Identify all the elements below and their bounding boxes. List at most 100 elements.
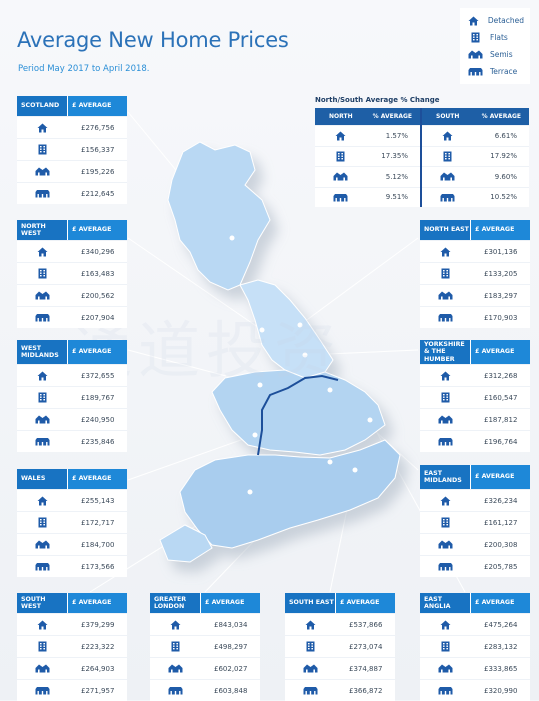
semis-icon-cell bbox=[150, 658, 200, 679]
region-table-north-east: NORTH EAST £ AVERAGE £301,136 £133,205 £183,… bbox=[420, 220, 530, 328]
north-row: 5.12% bbox=[315, 166, 420, 187]
price-row: £240,950 bbox=[17, 408, 127, 430]
flats-icon bbox=[336, 151, 345, 162]
price-row: £333,865 bbox=[420, 657, 530, 679]
price-value: £205,785 bbox=[484, 562, 518, 571]
legend: Detached Flats Semis Terrace bbox=[460, 8, 530, 84]
price-value: £283,132 bbox=[484, 642, 518, 651]
north-value: 5.12% bbox=[385, 172, 408, 181]
semis-icon bbox=[35, 291, 50, 300]
legend-item: Flats bbox=[466, 29, 524, 46]
south-value: 10.52% bbox=[490, 193, 517, 202]
detached-icon-cell bbox=[17, 490, 67, 511]
price-value: £240,950 bbox=[81, 415, 115, 424]
price-row: £189,767 bbox=[17, 386, 127, 408]
price-value: £156,337 bbox=[81, 145, 115, 154]
flats-icon bbox=[441, 641, 450, 652]
legend-item: Semis bbox=[466, 46, 524, 63]
average-label: £ AVERAGE bbox=[200, 593, 260, 613]
detached-icon bbox=[37, 620, 48, 630]
region-table-west-midlands: WEST MIDLANDS £ AVERAGE £372,655 £189,767 £2… bbox=[17, 340, 127, 452]
detached-icon bbox=[37, 371, 48, 381]
north-row: 1.57% bbox=[315, 125, 420, 146]
price-row: £537,866 bbox=[285, 613, 395, 635]
price-row: £133,205 bbox=[420, 262, 530, 284]
detached-icon-cell bbox=[17, 365, 67, 386]
price-row: £276,756 bbox=[17, 116, 127, 138]
detached-icon bbox=[440, 247, 451, 257]
flats-icon-cell bbox=[420, 387, 470, 408]
region-table-north-west: NORTH WEST £ AVERAGE £340,296 £163,483 £200,… bbox=[17, 220, 127, 328]
south-row: 17.92% bbox=[422, 145, 529, 166]
semis-icon bbox=[438, 664, 453, 673]
price-row: £223,322 bbox=[17, 635, 127, 657]
price-value: £537,866 bbox=[349, 620, 383, 629]
price-row: £603,848 bbox=[150, 679, 260, 701]
semis-icon-cell bbox=[420, 658, 470, 679]
flats-icon-cell bbox=[315, 147, 365, 167]
price-value: £196,764 bbox=[484, 437, 518, 446]
terrace-icon bbox=[438, 562, 453, 571]
terrace-icon-cell bbox=[17, 556, 67, 577]
flats-icon bbox=[38, 641, 47, 652]
price-value: £223,322 bbox=[81, 642, 115, 651]
average-label: £ AVERAGE bbox=[67, 340, 127, 364]
region-table-greater-london: GREATER LONDON £ AVERAGE £843,034 £498,297 £… bbox=[150, 593, 260, 701]
average-label: £ AVERAGE bbox=[67, 593, 127, 613]
flats-icon-cell bbox=[420, 263, 470, 284]
price-row: £184,700 bbox=[17, 533, 127, 555]
detached-icon-cell bbox=[150, 614, 200, 635]
price-value: £498,297 bbox=[214, 642, 248, 651]
terrace-icon bbox=[35, 313, 50, 322]
north-row: 17.35% bbox=[315, 145, 420, 167]
price-value: £374,887 bbox=[349, 664, 383, 673]
terrace-icon-cell bbox=[17, 431, 67, 452]
price-value: £183,297 bbox=[484, 291, 518, 300]
price-row: £183,297 bbox=[420, 284, 530, 306]
terrace-icon-cell bbox=[17, 183, 67, 204]
price-value: £170,903 bbox=[484, 313, 518, 322]
price-value: £333,865 bbox=[484, 664, 518, 673]
price-value: £475,264 bbox=[484, 620, 518, 629]
terrace-icon-cell bbox=[420, 680, 470, 701]
detached-icon-cell bbox=[422, 126, 472, 146]
flats-icon bbox=[441, 517, 450, 528]
semis-icon bbox=[35, 664, 50, 673]
terrace-icon-cell bbox=[17, 680, 67, 701]
terrace-icon bbox=[168, 686, 183, 695]
flats-icon bbox=[38, 268, 47, 279]
price-row: £187,812 bbox=[420, 408, 530, 430]
semis-icon-cell bbox=[285, 658, 335, 679]
price-value: £212,645 bbox=[81, 189, 115, 198]
region-name: YORKSHIRE & THE HUMBER bbox=[420, 340, 470, 364]
flats-icon-cell bbox=[150, 636, 200, 657]
price-row: £312,268 bbox=[420, 364, 530, 386]
south-row: 6.61% bbox=[422, 125, 529, 146]
price-value: £133,205 bbox=[484, 269, 518, 278]
price-value: £603,848 bbox=[214, 686, 248, 695]
price-value: £326,234 bbox=[484, 496, 518, 505]
south-header: SOUTH bbox=[436, 113, 460, 120]
terrace-icon-cell bbox=[422, 188, 472, 208]
south-value: 6.61% bbox=[494, 131, 517, 140]
region-header: EAST MIDLANDS £ AVERAGE bbox=[420, 465, 530, 489]
price-value: £372,655 bbox=[81, 371, 115, 380]
semis-icon-cell bbox=[420, 285, 470, 306]
price-row: £207,904 bbox=[17, 306, 127, 328]
flats-icon-cell bbox=[17, 387, 67, 408]
price-row: £273,074 bbox=[285, 635, 395, 657]
terrace-icon bbox=[35, 686, 50, 695]
price-row: £200,308 bbox=[420, 533, 530, 555]
detached-icon-cell bbox=[17, 614, 67, 635]
region-name: NORTH EAST bbox=[420, 220, 470, 240]
region-header: EAST ANGLIA £ AVERAGE bbox=[420, 593, 530, 613]
north-value: 1.57% bbox=[385, 131, 408, 140]
semis-icon-cell bbox=[17, 285, 67, 306]
semis-icon-cell bbox=[315, 167, 365, 187]
terrace-icon bbox=[466, 67, 484, 76]
region-name: GREATER LONDON bbox=[150, 593, 200, 613]
price-value: £366,872 bbox=[349, 686, 383, 695]
flats-icon bbox=[38, 392, 47, 403]
region-header: SOUTH WEST £ AVERAGE bbox=[17, 593, 127, 613]
price-row: £200,562 bbox=[17, 284, 127, 306]
